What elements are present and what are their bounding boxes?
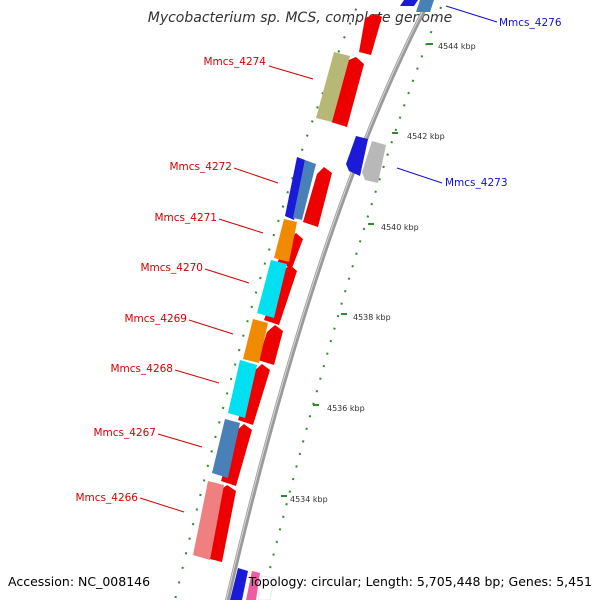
cog-box[interactable] [274,219,297,262]
cog-feature-boxes [193,52,350,560]
cog-box[interactable] [285,157,305,220]
gene-label-mmcs-4267[interactable]: Mmcs_4267 [93,427,156,439]
genome-backbone [225,0,432,600]
genome-summary-text: Topology: circular; Length: 5,705,448 bp… [248,574,592,589]
gene-label-mmcs-4273[interactable]: Mmcs_4273 [445,177,508,189]
gene-arrow[interactable] [346,136,368,176]
genome-backbone-highlight [225,0,429,600]
gene-label-mmcs-4268[interactable]: Mmcs_4268 [110,363,173,375]
gene-label-mmcs-4276[interactable]: Mmcs_4276 [499,17,562,29]
gene-arrow[interactable] [303,167,332,227]
tick-label-4540: 4540 kbp [381,223,419,232]
gene-arrow[interactable] [257,575,275,600]
gene-label-mmcs-4271[interactable]: Mmcs_4271 [154,212,217,224]
gene-arrow[interactable] [206,485,236,562]
gene-arrow[interactable] [359,14,382,55]
cog-box[interactable] [228,360,257,418]
gene-label-mmcs-4270[interactable]: Mmcs_4270 [140,262,203,274]
gene-label-mmcs-4274[interactable]: Mmcs_4274 [203,56,266,68]
label-leader-lines [139,5,498,513]
gene-arrow[interactable] [331,57,364,127]
cog-box[interactable] [193,481,224,560]
reverse-strand-genes [230,0,434,600]
tick-label-4534: 4534 kbp [290,495,328,504]
tick-label-4538: 4538 kbp [353,313,391,322]
tick-label-4542: 4542 kbp [407,132,445,141]
gene-arrow[interactable] [258,325,283,365]
tick-label-4536: 4536 kbp [327,404,365,413]
gene-arrow[interactable] [416,0,434,12]
gene-arrow[interactable] [246,571,260,600]
cog-box[interactable] [293,160,316,220]
inner-dotted-track [261,0,446,600]
gene-arrow[interactable] [400,0,418,6]
cog-box[interactable] [212,419,240,478]
cog-box[interactable] [316,52,350,122]
gene-labels: Mmcs_4276 Mmcs_4274 Mmcs_4273 Mmcs_4272 … [75,17,561,504]
cog-box[interactable] [243,319,268,363]
accession-text: Accession: NC_008146 [8,574,151,589]
gene-label-mmcs-4272[interactable]: Mmcs_4272 [169,161,232,173]
gene-label-mmcs-4269[interactable]: Mmcs_4269 [124,313,187,325]
gene-label-mmcs-4266[interactable]: Mmcs_4266 [75,492,138,504]
gene-arrow[interactable] [362,141,386,183]
tick-marks [281,43,433,497]
cog-box[interactable] [257,260,287,318]
gene-arrow[interactable] [230,568,248,600]
tick-label-4544: 4544 kbp [438,42,476,51]
